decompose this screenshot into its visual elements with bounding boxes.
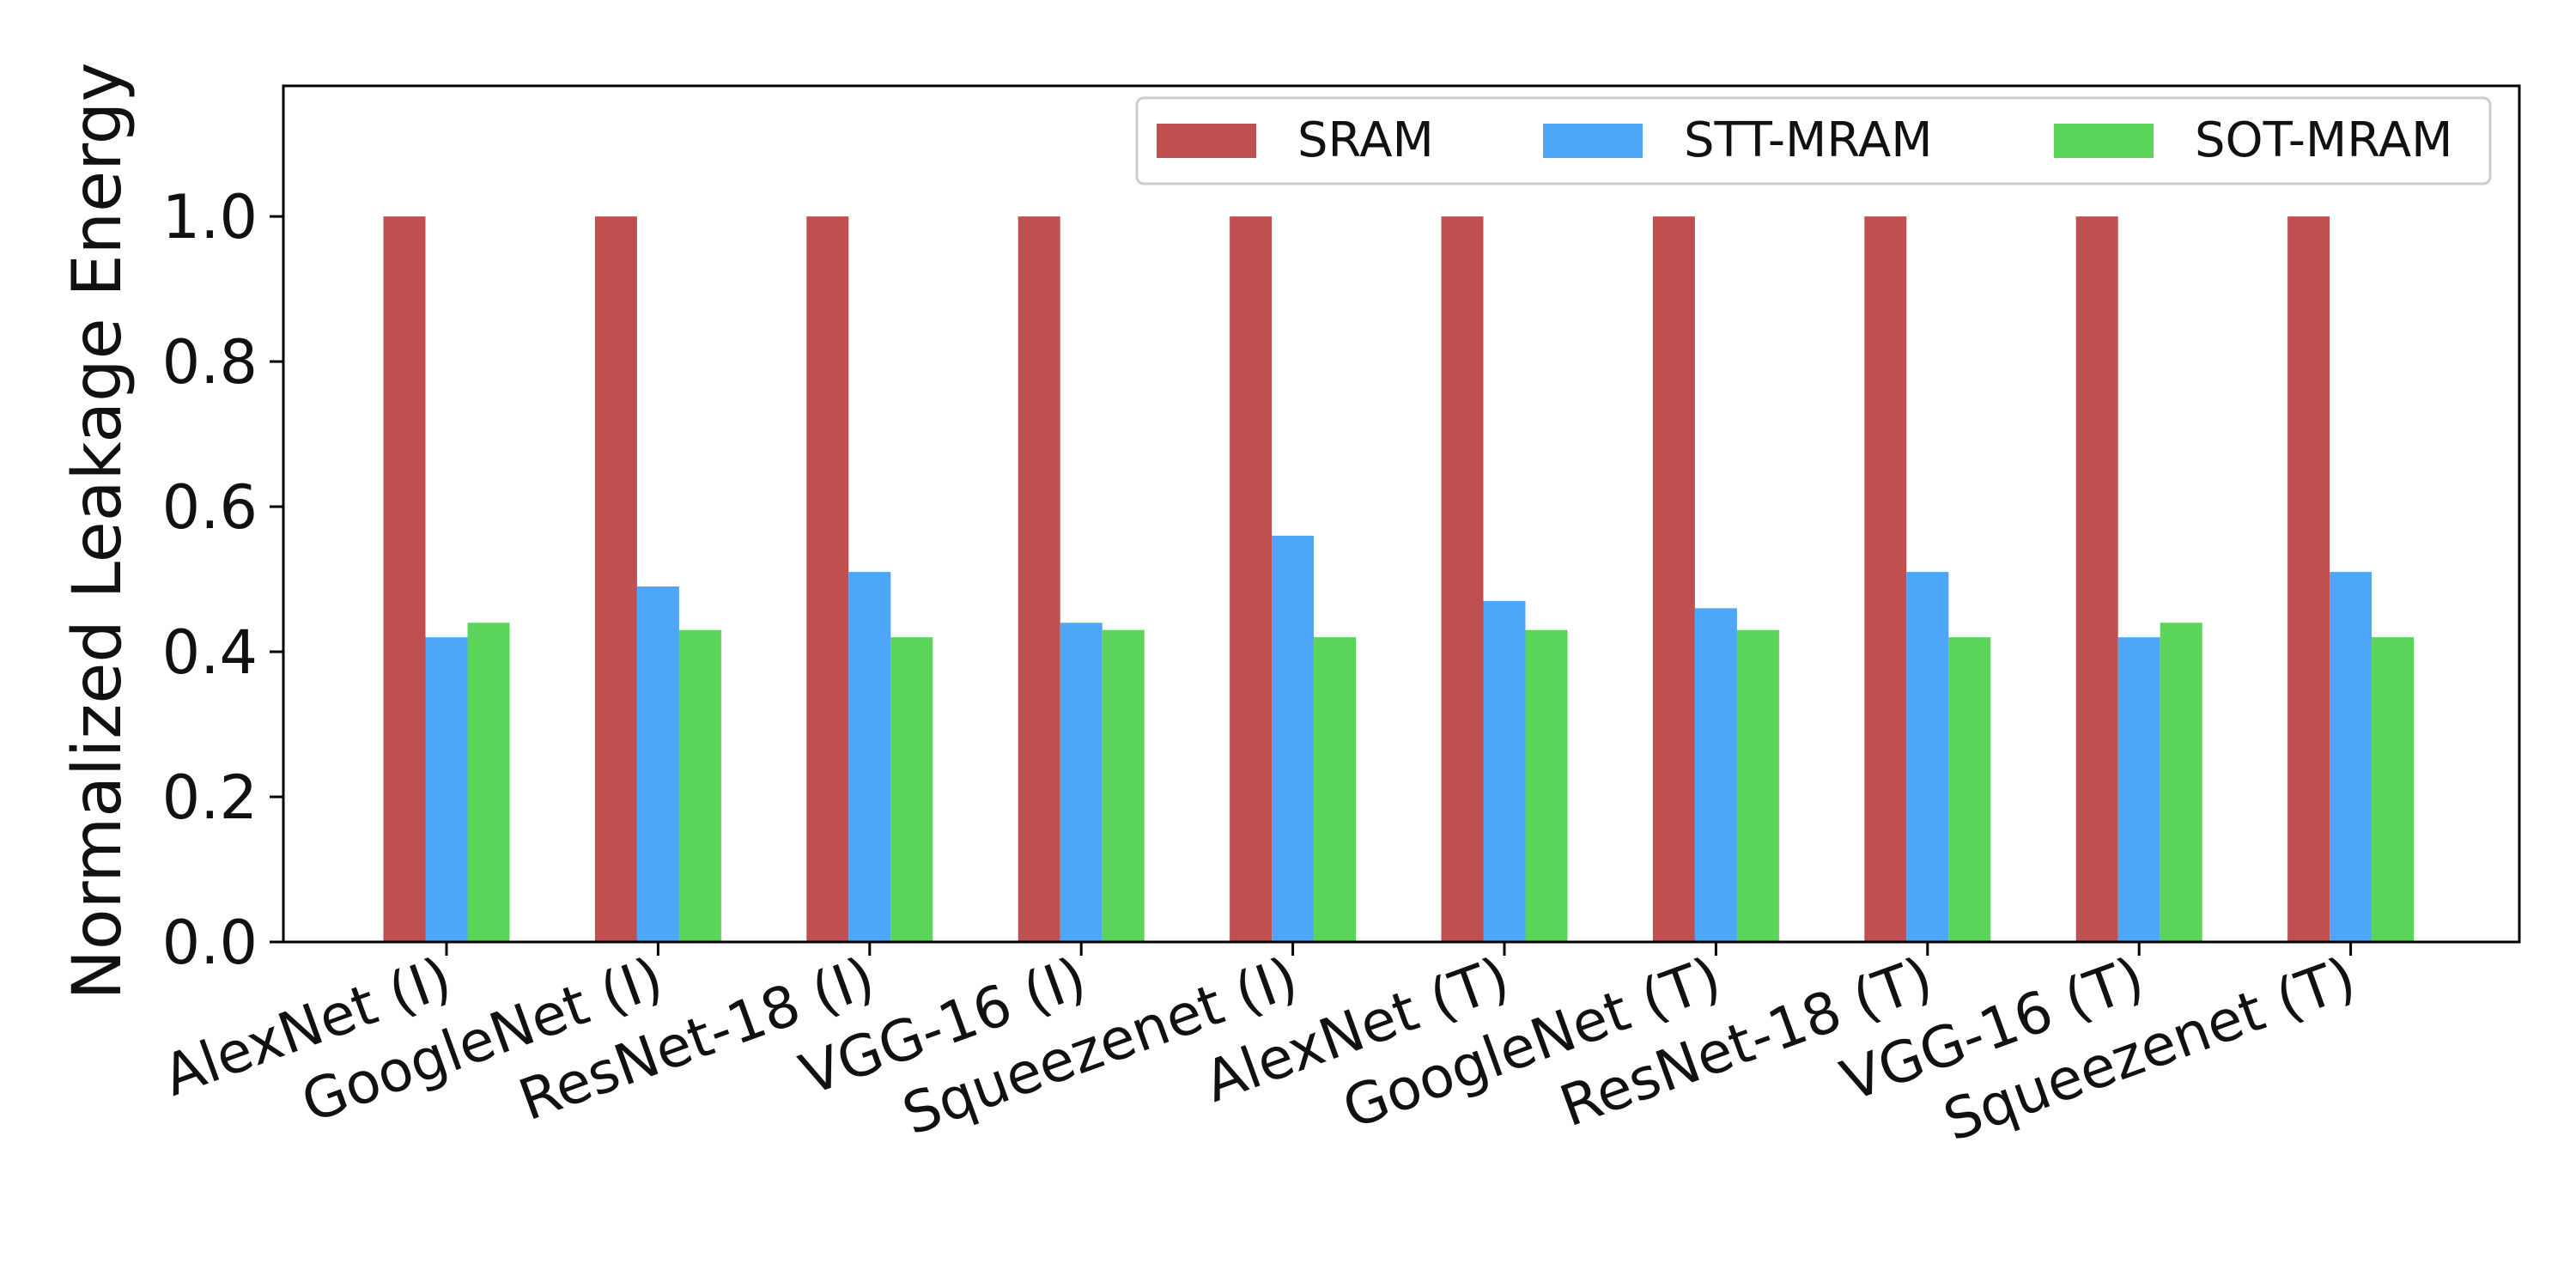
bar-sot-mram-7	[1736, 629, 1779, 942]
plot-frame	[282, 84, 2521, 944]
bar-sot-mram-2	[678, 629, 721, 942]
bar-stt-mram-9	[2117, 637, 2160, 942]
y-axis-label: Normalized Leakage Energy	[59, 63, 137, 1000]
bar-stt-mram-7	[1694, 608, 1737, 942]
bar-sram-3	[806, 216, 849, 943]
bar-sram-1	[383, 216, 426, 943]
y-tick-label: 0.8	[162, 327, 258, 398]
bar-sot-mram-3	[890, 637, 933, 942]
bar-sram-6	[1441, 216, 1484, 943]
bar-sot-mram-1	[467, 623, 510, 942]
y-ticks-group: 0.0 0.2 0.4 0.6 0.8 1.0	[162, 182, 283, 978]
legend-label-stt-mram: STT-MRAM	[1684, 112, 1933, 168]
bar-stt-mram-3	[848, 572, 891, 942]
bar-stt-mram-4	[1060, 623, 1103, 942]
y-tick-label: 1.0	[162, 182, 258, 252]
legend-swatch-sram	[1157, 124, 1256, 158]
bar-sot-mram-8	[1948, 637, 1991, 942]
bar-sram-8	[1864, 216, 1907, 943]
y-tick-label: 0.2	[162, 762, 258, 833]
bar-stt-mram-10	[2330, 572, 2372, 942]
y-tick-label: 0.0	[162, 908, 258, 978]
bar-stt-mram-5	[1272, 535, 1315, 942]
legend-swatch-sot-mram	[2054, 124, 2154, 158]
bar-sram-5	[1230, 216, 1273, 943]
bar-stt-mram-2	[636, 586, 679, 942]
bar-sram-2	[594, 216, 637, 943]
bar-sram-4	[1018, 216, 1060, 943]
y-tick-label: 0.6	[162, 472, 258, 543]
bar-sram-9	[2075, 216, 2118, 943]
bars-group	[383, 216, 2415, 943]
bar-sram-7	[1652, 216, 1695, 943]
bar-stt-mram-6	[1483, 600, 1526, 942]
bar-stt-mram-1	[425, 637, 468, 942]
legend-label-sram: SRAM	[1297, 112, 1434, 168]
bar-sot-mram-4	[1102, 629, 1145, 942]
legend-box	[1135, 96, 2492, 185]
legend-label-sot-mram: SOT-MRAM	[2195, 112, 2452, 168]
legend: SRAM STT-MRAM SOT-MRAM	[1135, 96, 2492, 185]
bar-sot-mram-10	[2372, 637, 2415, 942]
legend-swatch-stt-mram	[1543, 124, 1643, 158]
bar-sot-mram-6	[1525, 629, 1568, 942]
bar-sot-mram-5	[1314, 637, 1357, 942]
bar-sot-mram-9	[2160, 623, 2202, 942]
bar-stt-mram-8	[1906, 572, 1949, 942]
axes-group	[282, 84, 2521, 944]
bar-sram-10	[2287, 216, 2330, 943]
y-tick-label: 0.4	[162, 617, 258, 688]
